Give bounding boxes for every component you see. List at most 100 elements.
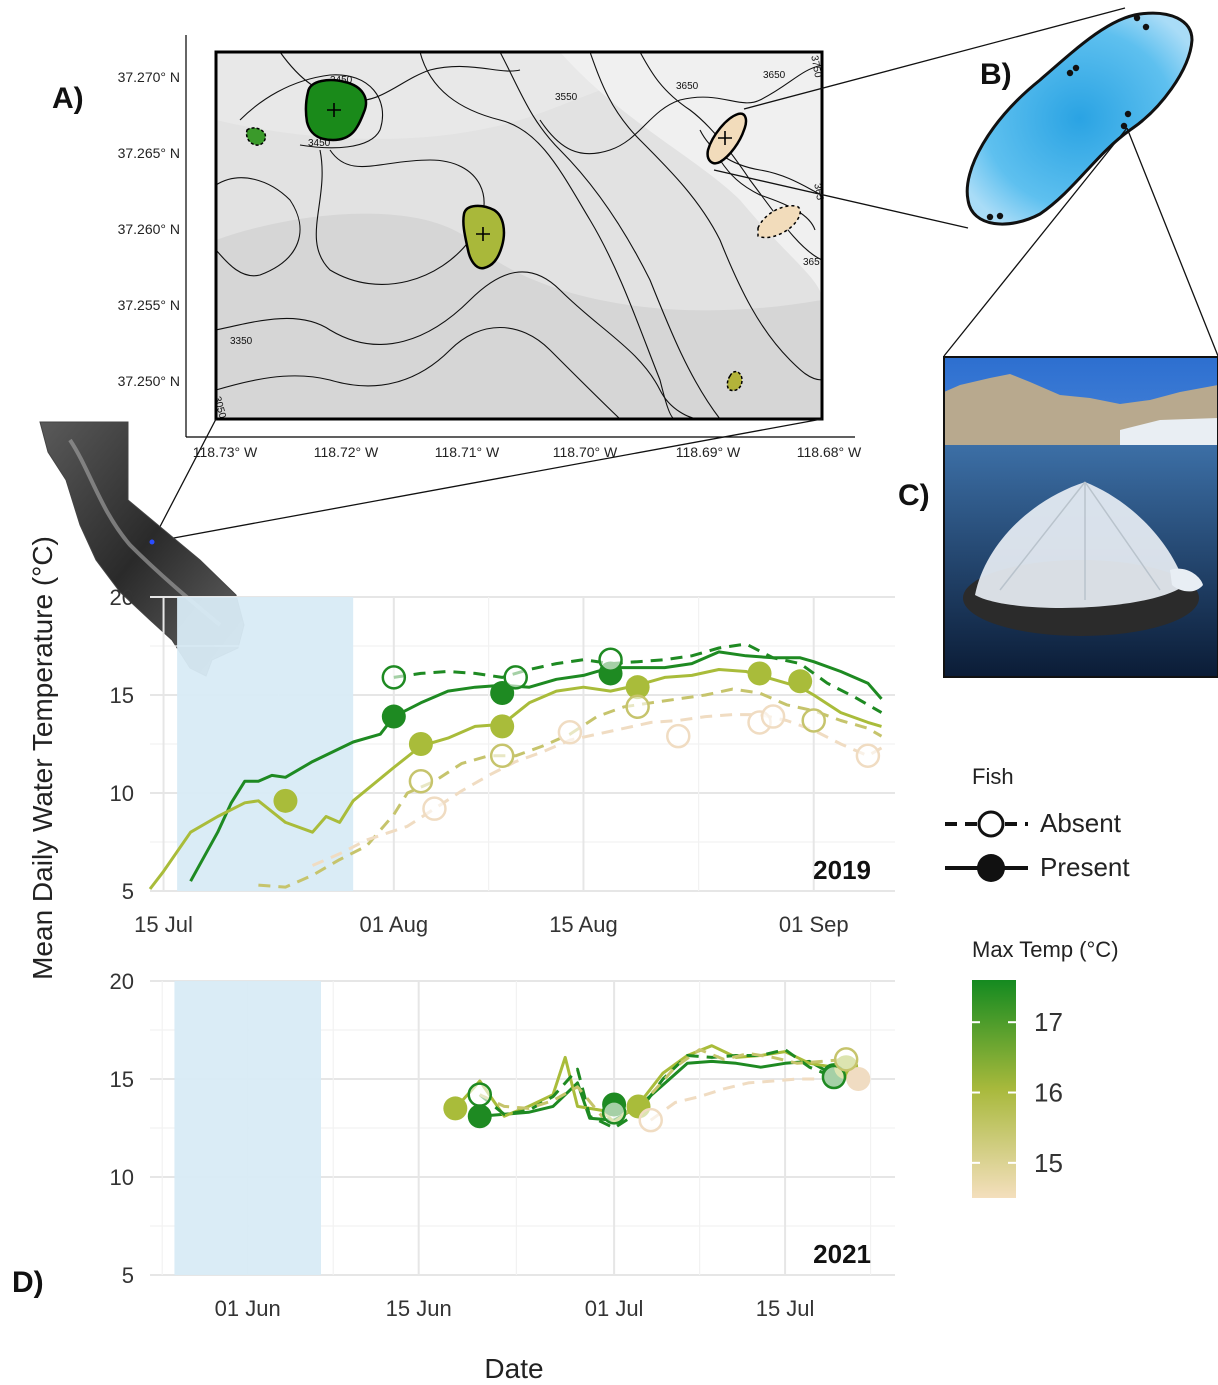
panel-label-a: A) (52, 82, 84, 115)
legend-fish: Fish Absent Present (945, 764, 1130, 882)
lake-centroid-marker (476, 227, 490, 241)
point-absent (760, 704, 786, 729)
chart-2019: 5 10 15 20 15 Jul 01 Aug 15 Aug 01 Sep 2019 (110, 585, 895, 937)
lake-pale-dashed (757, 205, 801, 239)
legend-fish-title: Fish (972, 764, 1014, 789)
legend-present-marker (977, 854, 1005, 882)
connector-lines (151, 7, 1218, 543)
point-absent (801, 708, 826, 733)
point-absent (855, 743, 881, 769)
map-panel: 3450 3450 3550 3650 3650 3350 3050 3750 … (118, 35, 862, 460)
panel-label-c: C) (898, 479, 930, 512)
lake-centroid-marker (327, 103, 341, 117)
legend-tick-label: 17 (1034, 1007, 1063, 1037)
point-present (846, 1067, 871, 1091)
chart-2021: 5 10 15 20 01 Jun 15 Jun 01 Jul 15 Jul 2021 (110, 969, 895, 1321)
y-tick-label: 5 (122, 1263, 134, 1288)
map-lat-label: 37.270° N (118, 69, 180, 85)
map-lon-label: 118.69° W (676, 444, 741, 460)
legend-absent-marker (977, 810, 1005, 838)
photo-panel (943, 356, 1218, 678)
point-absent (408, 768, 434, 794)
lake-outline-shape (965, 11, 1194, 226)
photo-enclosure-mesh (975, 482, 1185, 608)
map-frame (214, 50, 824, 421)
map-lon-label: 118.70° W (553, 444, 618, 460)
map-lon-label: 118.68° W (797, 444, 862, 460)
map-lat-label: 37.260° N (118, 221, 180, 237)
y-tick-label: 20 (110, 585, 134, 610)
point-present (408, 732, 433, 756)
lake-panel (965, 11, 1194, 226)
panel-label-d: D) (12, 1266, 44, 1299)
x-tick-label: 15 Aug (549, 912, 618, 937)
photo-snow (1120, 418, 1218, 445)
connector-line (1126, 127, 1218, 357)
point-present (490, 714, 515, 739)
map-lon-label: 118.71° W (435, 444, 500, 460)
study-site-marker (149, 539, 155, 545)
legend-tick-label: 16 (1034, 1078, 1063, 1108)
legend-absent-label: Absent (1040, 808, 1122, 838)
x-tick-label: 01 Aug (360, 912, 429, 937)
point-absent (625, 694, 650, 720)
contour-label: 3350 (230, 336, 253, 347)
map-high-terrain (216, 52, 822, 139)
map-lat-label: 37.265° N (118, 145, 180, 161)
x-tick-label: 15 Jun (386, 1296, 452, 1321)
contour-label: 365 (803, 257, 820, 268)
y-tick-label: 20 (110, 969, 134, 994)
point-present (747, 661, 772, 686)
logger-site (1124, 110, 1132, 118)
legend-present-label: Present (1040, 852, 1130, 882)
series-line-absent (479, 1048, 847, 1118)
map-low-terrain (216, 213, 822, 419)
lake-small-olive (726, 370, 743, 392)
point-present (381, 704, 406, 729)
point-absent (503, 665, 528, 690)
legend-colorbar (972, 980, 1016, 1198)
contour-label: 3450 (308, 138, 331, 149)
logger-site (1133, 14, 1141, 22)
contour-label: 3550 (555, 92, 578, 103)
shaded-period (174, 981, 321, 1275)
y-axis-title: Mean Daily Water Temperature (°C) (27, 536, 58, 980)
point-absent (638, 1107, 663, 1133)
map-lon-label: 118.73° W (193, 444, 258, 460)
map-ridge-terrain (560, 52, 822, 300)
x-axis-title: Date (484, 1353, 543, 1384)
logger-site (1120, 122, 1128, 130)
connector-line (151, 418, 823, 543)
connector-line (713, 169, 969, 229)
point-present (467, 1104, 492, 1129)
point-absent (422, 796, 447, 821)
point-absent (557, 719, 583, 745)
logger-site (1142, 23, 1150, 31)
lake-small-green (245, 127, 267, 146)
lake-centroid-marker (718, 131, 732, 145)
shaded-period (177, 597, 354, 891)
photo-enclosure-tie (1170, 568, 1203, 592)
legend-maxtemp: Max Temp (°C) 17 16 15 (972, 937, 1119, 1198)
logger-site (1066, 69, 1074, 77)
legend-maxtemp-title: Max Temp (°C) (972, 937, 1119, 962)
point-absent (467, 1082, 493, 1107)
point-absent (489, 743, 515, 769)
logger-site (996, 212, 1004, 220)
y-tick-label: 5 (122, 879, 134, 904)
contour-label: 3750 (808, 55, 823, 79)
photo-enclosure-seams (999, 481, 1161, 600)
point-present (490, 681, 515, 706)
year-label: 2019 (813, 855, 871, 885)
x-tick-label: 15 Jul (756, 1296, 815, 1321)
logger-site (1072, 64, 1080, 72)
connector-line (151, 418, 217, 543)
logger-site (986, 213, 994, 221)
point-present (788, 669, 813, 694)
y-tick-label: 10 (110, 781, 134, 806)
y-tick-label: 10 (110, 1165, 134, 1190)
point-absent (821, 1064, 847, 1090)
point-present (625, 675, 650, 700)
point-absent (598, 647, 623, 672)
